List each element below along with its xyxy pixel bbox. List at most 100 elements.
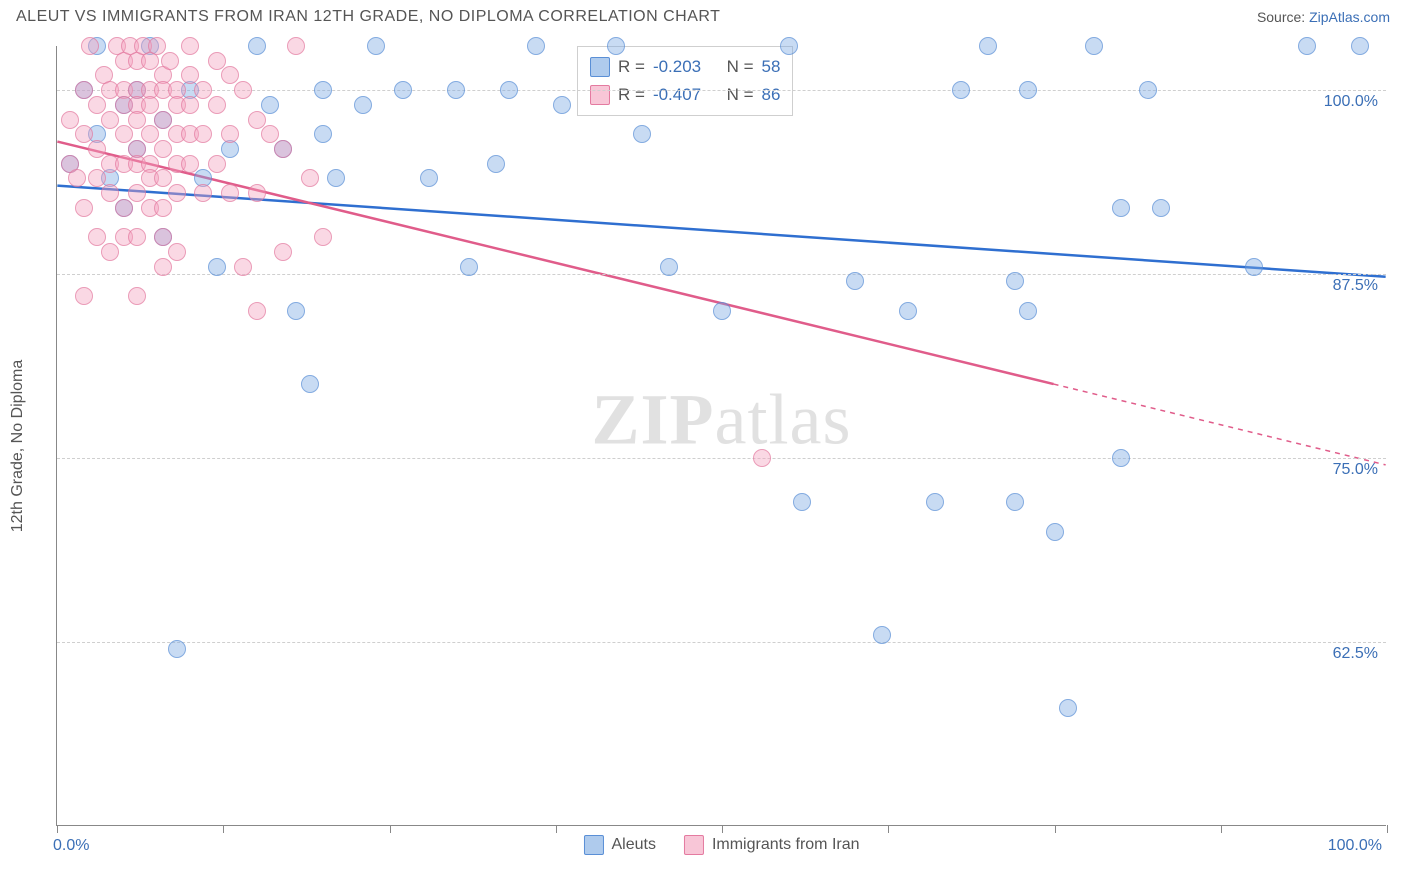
data-point <box>287 37 305 55</box>
data-point <box>101 111 119 129</box>
data-point <box>1298 37 1316 55</box>
data-point <box>141 96 159 114</box>
legend-label: Immigrants from Iran <box>712 836 860 854</box>
data-point <box>420 169 438 187</box>
data-point <box>221 66 239 84</box>
data-point <box>128 287 146 305</box>
data-point <box>846 272 864 290</box>
data-point <box>633 125 651 143</box>
x-axis-max-label: 100.0% <box>1328 837 1382 855</box>
data-point <box>68 169 86 187</box>
data-point <box>154 111 172 129</box>
r-label: R = <box>618 53 645 81</box>
data-point <box>1245 258 1263 276</box>
data-point <box>88 140 106 158</box>
swatch-blue-icon <box>583 835 603 855</box>
data-point <box>354 96 372 114</box>
data-point <box>154 258 172 276</box>
data-point <box>194 125 212 143</box>
data-point <box>75 287 93 305</box>
data-point <box>1019 81 1037 99</box>
data-point <box>1006 272 1024 290</box>
source-link[interactable]: ZipAtlas.com <box>1309 9 1390 25</box>
data-point <box>793 493 811 511</box>
x-axis-min-label: 0.0% <box>53 837 89 855</box>
data-point <box>75 81 93 99</box>
data-point <box>88 228 106 246</box>
stats-row-iran: R = -0.407 N = 86 <box>590 81 780 109</box>
stats-row-aleuts: R = -0.203 N = 58 <box>590 53 780 81</box>
x-tick <box>1055 825 1056 833</box>
data-point <box>314 81 332 99</box>
data-point <box>181 96 199 114</box>
data-point <box>248 184 266 202</box>
trend-lines-svg <box>57 46 1386 825</box>
n-value-aleuts: 58 <box>762 53 781 81</box>
bottom-legend: Aleuts Immigrants from Iran <box>583 835 859 855</box>
data-point <box>128 228 146 246</box>
data-point <box>88 96 106 114</box>
data-point <box>115 199 133 217</box>
gridline <box>57 642 1386 643</box>
n-value-iran: 86 <box>762 81 781 109</box>
data-point <box>154 169 172 187</box>
data-point <box>1019 302 1037 320</box>
data-point <box>181 155 199 173</box>
data-point <box>274 140 292 158</box>
data-point <box>141 125 159 143</box>
x-tick <box>888 825 889 833</box>
n-label: N = <box>727 53 754 81</box>
data-point <box>208 258 226 276</box>
data-point <box>221 125 239 143</box>
r-value-iran: -0.407 <box>653 81 701 109</box>
gridline <box>57 458 1386 459</box>
r-value-aleuts: -0.203 <box>653 53 701 81</box>
gridline <box>57 274 1386 275</box>
correlation-stats-box: R = -0.203 N = 58 R = -0.407 N = 86 <box>577 46 793 116</box>
data-point <box>460 258 478 276</box>
data-point <box>301 375 319 393</box>
data-point <box>274 243 292 261</box>
data-point <box>553 96 571 114</box>
data-point <box>181 66 199 84</box>
data-point <box>873 626 891 644</box>
legend-item-aleuts: Aleuts <box>583 835 655 855</box>
data-point <box>660 258 678 276</box>
data-point <box>1351 37 1369 55</box>
data-point <box>128 184 146 202</box>
data-point <box>154 140 172 158</box>
data-point <box>75 199 93 217</box>
data-point <box>527 37 545 55</box>
data-point <box>148 37 166 55</box>
data-point <box>753 449 771 467</box>
legend-item-iran: Immigrants from Iran <box>684 835 860 855</box>
swatch-pink-icon <box>684 835 704 855</box>
data-point <box>979 37 997 55</box>
data-point <box>261 96 279 114</box>
x-tick <box>722 825 723 833</box>
x-tick <box>223 825 224 833</box>
data-point <box>61 111 79 129</box>
swatch-pink-icon <box>590 85 610 105</box>
source-prefix: Source: <box>1257 9 1309 25</box>
data-point <box>154 228 172 246</box>
data-point <box>101 243 119 261</box>
data-point <box>607 37 625 55</box>
scatter-chart: ZIPatlas R = -0.203 N = 58 R = -0.407 N … <box>56 46 1386 826</box>
data-point <box>208 52 226 70</box>
r-label: R = <box>618 81 645 109</box>
n-label: N = <box>727 81 754 109</box>
data-point <box>115 125 133 143</box>
data-point <box>1006 493 1024 511</box>
data-point <box>1046 523 1064 541</box>
x-tick <box>57 825 58 833</box>
data-point <box>1059 699 1077 717</box>
data-point <box>234 258 252 276</box>
data-point <box>194 81 212 99</box>
data-point <box>1112 449 1130 467</box>
data-point <box>327 169 345 187</box>
data-point <box>181 37 199 55</box>
data-point <box>75 125 93 143</box>
data-point <box>314 228 332 246</box>
data-point <box>500 81 518 99</box>
